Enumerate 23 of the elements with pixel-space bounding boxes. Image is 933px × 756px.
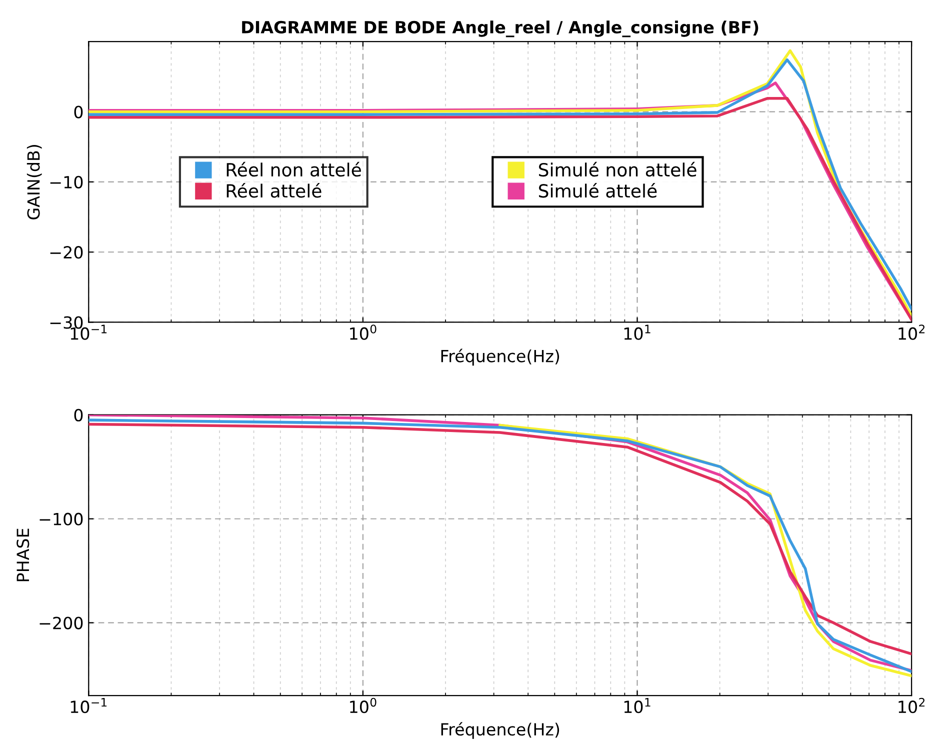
y-tick-label: 0 xyxy=(74,106,83,118)
legend-label: Simulé non attelé xyxy=(538,162,696,177)
y-tick-label: −200 xyxy=(40,616,83,630)
y-tick-label: −20 xyxy=(50,246,83,259)
x-tick-label: 10$^{0}$ xyxy=(350,698,376,714)
x-tick-label: 10$^{1}$ xyxy=(624,698,650,714)
y-tick-label: −10 xyxy=(50,176,83,188)
y-axis-title: PHASE xyxy=(16,528,30,582)
y-tick-label: −100 xyxy=(40,512,83,526)
legend-label: Réel non attelé xyxy=(226,162,361,177)
x-tick-label: 10$^{2}$ xyxy=(898,698,924,714)
x-tick-label: 10$^{0}$ xyxy=(350,324,376,340)
y-axis-title: GAIN(dB) xyxy=(26,144,42,220)
legend-label: Réel attelé xyxy=(226,182,322,198)
chart-title: DIAGRAMME DE BODE Angle_reel / Angle_consigne (BF) xyxy=(242,20,758,38)
y-tick-label: −30 xyxy=(50,316,83,329)
legend-label: Simulé attelé xyxy=(538,182,657,198)
x-tick-label: 10$^{1}$ xyxy=(624,324,650,340)
x-tick-label: 10$^{2}$ xyxy=(898,324,924,340)
y-tick-label: 0 xyxy=(74,408,83,422)
x-axis-title: Fréquence(Hz) xyxy=(441,348,560,366)
x-axis-title: Fréquence(Hz) xyxy=(441,722,560,739)
x-tick-label: 10$^{−1}$ xyxy=(70,698,107,714)
